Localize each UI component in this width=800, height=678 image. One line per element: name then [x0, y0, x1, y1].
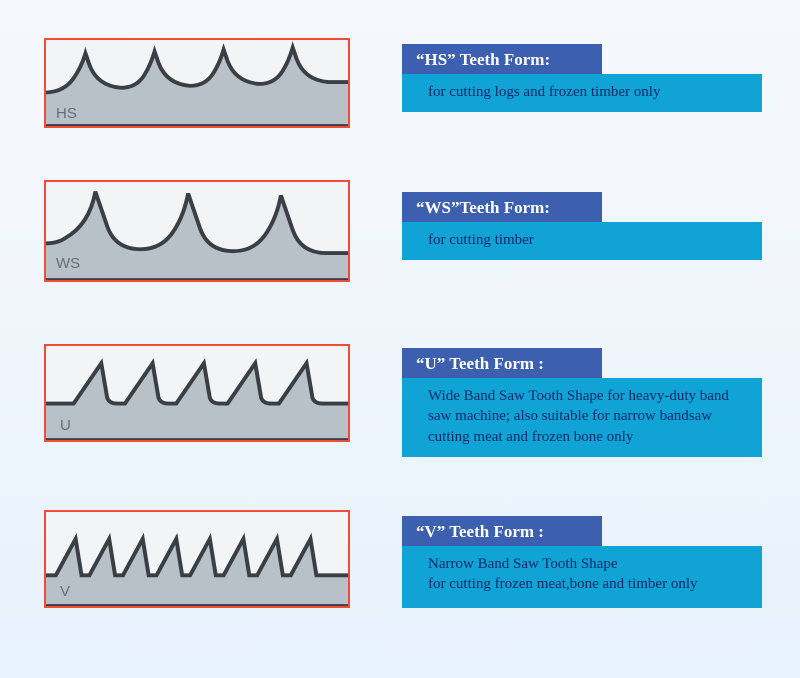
blade-u-label: U	[60, 417, 71, 434]
desc-hs: for cutting logs and frozen timber only	[402, 74, 762, 112]
diagram-hs: HS	[44, 38, 350, 128]
title-v: “V” Teeth Form :	[402, 516, 602, 548]
title-ws: “WS”Teeth Form:	[402, 192, 602, 224]
title-u: “U” Teeth Form :	[402, 348, 602, 380]
desc-ws: for cutting timber	[402, 222, 762, 260]
blade-ws-body	[46, 192, 348, 280]
desc-ws-text: for cutting timber	[428, 232, 534, 248]
diagram-u: U	[44, 344, 350, 442]
title-hs: “HS” Teeth Form:	[402, 44, 602, 76]
blade-v-label: V	[60, 583, 70, 600]
blade-ws-svg	[46, 182, 348, 280]
blade-u-svg	[46, 346, 348, 440]
title-hs-text: “HS” Teeth Form:	[416, 50, 550, 69]
blade-v-body	[46, 539, 348, 606]
desc-hs-text: for cutting logs and frozen timber only	[428, 84, 660, 100]
blade-u-body	[46, 363, 348, 440]
blade-ws-label: WS	[56, 255, 80, 272]
desc-u-text: Wide Band Saw Tooth Shape for heavy-duty…	[428, 388, 729, 445]
title-u-text: “U” Teeth Form :	[416, 354, 544, 373]
desc-v-text: Narrow Band Saw Tooth Shapefor cutting f…	[428, 556, 698, 592]
desc-u: Wide Band Saw Tooth Shape for heavy-duty…	[402, 378, 762, 457]
blade-hs-svg	[46, 40, 348, 126]
diagram-v: V	[44, 510, 350, 608]
blade-hs-body	[46, 48, 348, 126]
title-v-text: “V” Teeth Form :	[416, 522, 544, 541]
diagram-ws: WS	[44, 180, 350, 282]
title-ws-text: “WS”Teeth Form:	[416, 198, 550, 217]
desc-v: Narrow Band Saw Tooth Shapefor cutting f…	[402, 546, 762, 608]
blade-hs-label: HS	[56, 105, 77, 122]
blade-v-svg	[46, 512, 348, 606]
